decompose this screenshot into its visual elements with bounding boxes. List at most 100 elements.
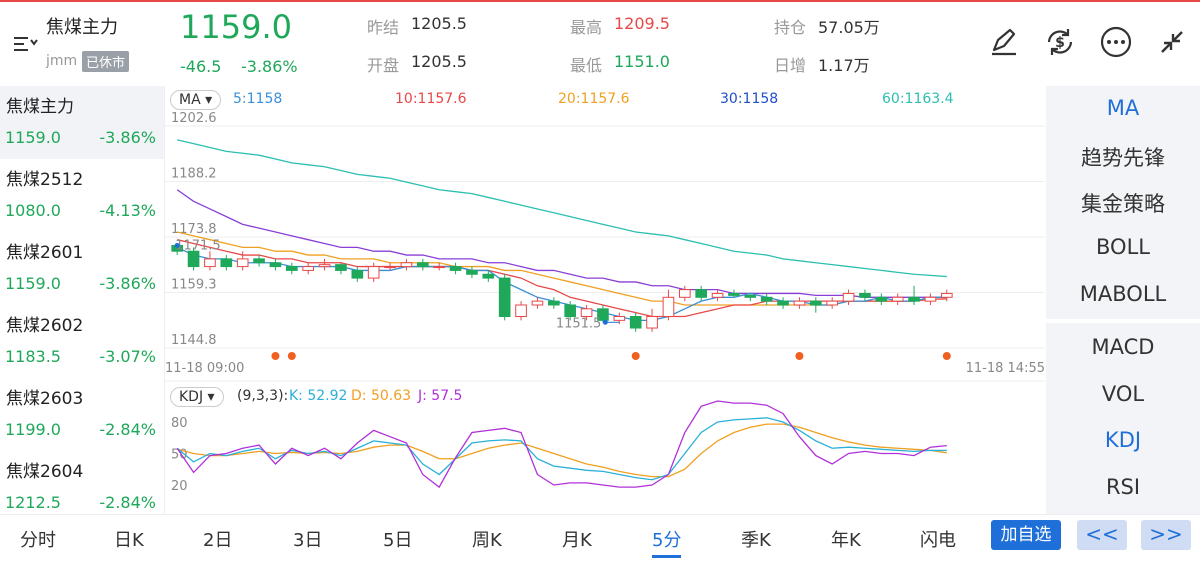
y-tick-label: 1188.2	[171, 167, 217, 182]
indicator-rsi[interactable]: RSI	[1105, 475, 1141, 499]
candle	[547, 300, 560, 306]
contract-list: 焦煤主力 1159.0 -3.86% 焦煤2512 1080.0 -4.13% …	[0, 86, 165, 514]
kdj-indicator-selector[interactable]: KDJ ▾	[170, 387, 224, 407]
candle	[859, 292, 871, 298]
tab-2day[interactable]: 2日	[203, 530, 233, 551]
high-annotation: 1171.5	[175, 238, 221, 253]
sort-menu-icon[interactable]	[10, 30, 40, 56]
ma20-value: 20:1157.6	[558, 91, 630, 107]
tab-quarterly[interactable]: 季K	[741, 530, 771, 551]
contract-price: 1199.0	[5, 420, 61, 439]
candle	[269, 262, 282, 268]
more-icon[interactable]	[1098, 24, 1134, 60]
low-annotation: 1151.5	[556, 316, 602, 331]
tab-5day[interactable]: 5日	[383, 530, 413, 551]
kdj-j-value: J: 57.5	[418, 388, 463, 404]
candle	[416, 262, 429, 268]
last-price: 1159.0	[180, 8, 292, 46]
status-badge: 已休市	[82, 51, 130, 72]
contract-price: 1183.5	[5, 347, 61, 366]
stat-value: 1205.5	[411, 52, 467, 71]
high-marker	[174, 242, 180, 248]
list-item[interactable]: 焦煤主力 1159.0 -3.86%	[0, 86, 164, 159]
kline-chart[interactable]: 1202.6 1188.2 1173.8 1159.3 1144.8 11-18 09:0…	[165, 86, 1045, 514]
kdj-params: (9,3,3):	[237, 388, 289, 404]
currency-switch-icon[interactable]: $	[1042, 24, 1078, 60]
list-item[interactable]: 焦煤2601 1159.0 -3.86%	[0, 232, 164, 305]
stat-label: 最低	[570, 56, 603, 75]
tab-daily[interactable]: 日K	[114, 530, 144, 551]
ma5-line	[176, 246, 947, 321]
price-change-pct: -3.86%	[241, 57, 298, 76]
menu-divider	[1046, 319, 1200, 323]
stat-label: 昨结	[367, 18, 400, 37]
candle	[236, 258, 249, 268]
kdj-j-line	[176, 400, 947, 489]
contract-change: -3.07%	[99, 347, 156, 366]
ma5-value: 5:1158	[233, 91, 283, 107]
indicator-macd[interactable]: MACD	[1091, 335, 1155, 359]
period-tabs: 分时 日K 2日 3日 5日 周K 月K 5分 季K 年K 闪电 加自选 << …	[0, 514, 1200, 572]
list-item[interactable]: 焦煤2512 1080.0 -4.13%	[0, 159, 164, 232]
candle	[335, 264, 347, 271]
tab-3day[interactable]: 3日	[293, 530, 323, 551]
candle	[842, 292, 855, 302]
tab-flash[interactable]: 闪电	[920, 530, 956, 551]
candle	[908, 296, 920, 302]
candle	[466, 269, 478, 275]
list-item[interactable]: 焦煤2602 1183.5 -3.07%	[0, 305, 164, 378]
kdj-k-value: K: 52.92	[289, 388, 348, 404]
candle	[204, 258, 216, 268]
contract-price: 1080.0	[5, 201, 61, 220]
candle	[285, 266, 298, 271]
candle	[384, 266, 396, 269]
y-tick-label: 1173.8	[171, 222, 217, 237]
instrument-code: jmm	[46, 53, 78, 69]
candle	[760, 296, 773, 302]
stat-label: 日增	[774, 56, 807, 75]
kdj-d-value: D: 50.63	[351, 388, 412, 404]
indicator-ma[interactable]: MA	[1106, 96, 1140, 120]
indicator-trend-pioneer[interactable]: 趋势先锋	[1081, 146, 1165, 170]
prev-button[interactable]: <<	[1077, 520, 1127, 550]
indicator-boll[interactable]: BOLL	[1096, 235, 1150, 259]
signal-dot	[271, 352, 280, 360]
signal-dot	[942, 352, 951, 360]
indicator-fund-strategy[interactable]: 集金策略	[1081, 192, 1165, 216]
next-button[interactable]: >>	[1141, 520, 1191, 550]
tab-yearly[interactable]: 年K	[831, 530, 861, 551]
candle	[433, 266, 446, 269]
price-change: -46.5	[180, 57, 222, 76]
tab-5min[interactable]: 5分	[652, 526, 682, 558]
add-watchlist-button[interactable]: 加自选	[991, 520, 1061, 550]
indicator-kdj[interactable]: KDJ	[1104, 428, 1142, 452]
instrument-title: 焦煤主力	[46, 17, 118, 38]
contract-change: -4.13%	[99, 201, 156, 220]
indicator-vol[interactable]: VOL	[1101, 382, 1145, 406]
ma60-line	[177, 139, 947, 278]
draw-icon[interactable]	[986, 24, 1022, 60]
candle	[187, 250, 200, 268]
y-tick-label: 1159.3	[171, 278, 217, 293]
candle	[367, 266, 380, 279]
candle	[646, 316, 658, 329]
indicator-maboll[interactable]: MABOLL	[1079, 282, 1167, 306]
candle	[302, 266, 315, 271]
ma-indicator-selector[interactable]: MA ▾	[170, 90, 222, 110]
kdj-legend: KDJ ▾ (9,3,3): K: 52.92 D: 50.63 J: 57.5	[165, 386, 1045, 408]
collapse-icon[interactable]	[1154, 24, 1190, 60]
stat-value: 1205.5	[411, 14, 467, 33]
indicator-menu: MA 趋势先锋 集金策略 BOLL MABOLL MACD VOL KDJ RS…	[1046, 86, 1200, 514]
tab-intraday[interactable]: 分时	[20, 530, 56, 551]
tab-monthly[interactable]: 月K	[562, 530, 592, 551]
candle	[875, 296, 888, 302]
kdj-tick-label: 20	[171, 479, 188, 494]
contract-change: -3.86%	[99, 128, 156, 147]
list-item[interactable]: 焦煤2604 1212.5 -2.84%	[0, 451, 164, 514]
quote-header: 焦煤主力 jmm 已休市 1159.0 -46.5 -3.86% 昨结 1205…	[0, 0, 1200, 86]
list-item[interactable]: 焦煤2603 1199.0 -2.84%	[0, 378, 164, 451]
candle	[744, 294, 757, 298]
kline-chart-area[interactable]: 1202.6 1188.2 1173.8 1159.3 1144.8 11-18 09:0…	[165, 86, 1045, 514]
tab-weekly[interactable]: 周K	[472, 530, 502, 551]
kdj-tick-label: 80	[171, 416, 188, 431]
